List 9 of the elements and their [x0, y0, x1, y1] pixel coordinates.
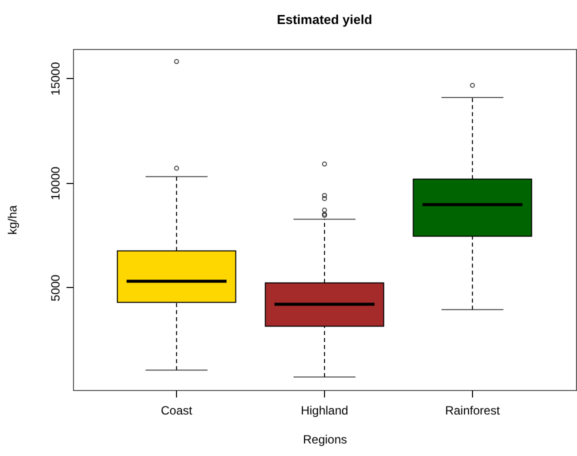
- y-tick-label: 5000: [48, 274, 62, 302]
- x-tick-label: Coast: [160, 404, 193, 418]
- x-tick-label: Rainforest: [445, 404, 500, 418]
- x-tick-label: Highland: [300, 404, 348, 418]
- y-tick-label: 15000: [48, 62, 62, 96]
- y-axis-title: kg/ha: [6, 205, 20, 235]
- x-axis-title: Regions: [302, 432, 348, 446]
- y-tick-label: 10000: [48, 166, 62, 200]
- chart-title: Estimated yield: [276, 12, 372, 27]
